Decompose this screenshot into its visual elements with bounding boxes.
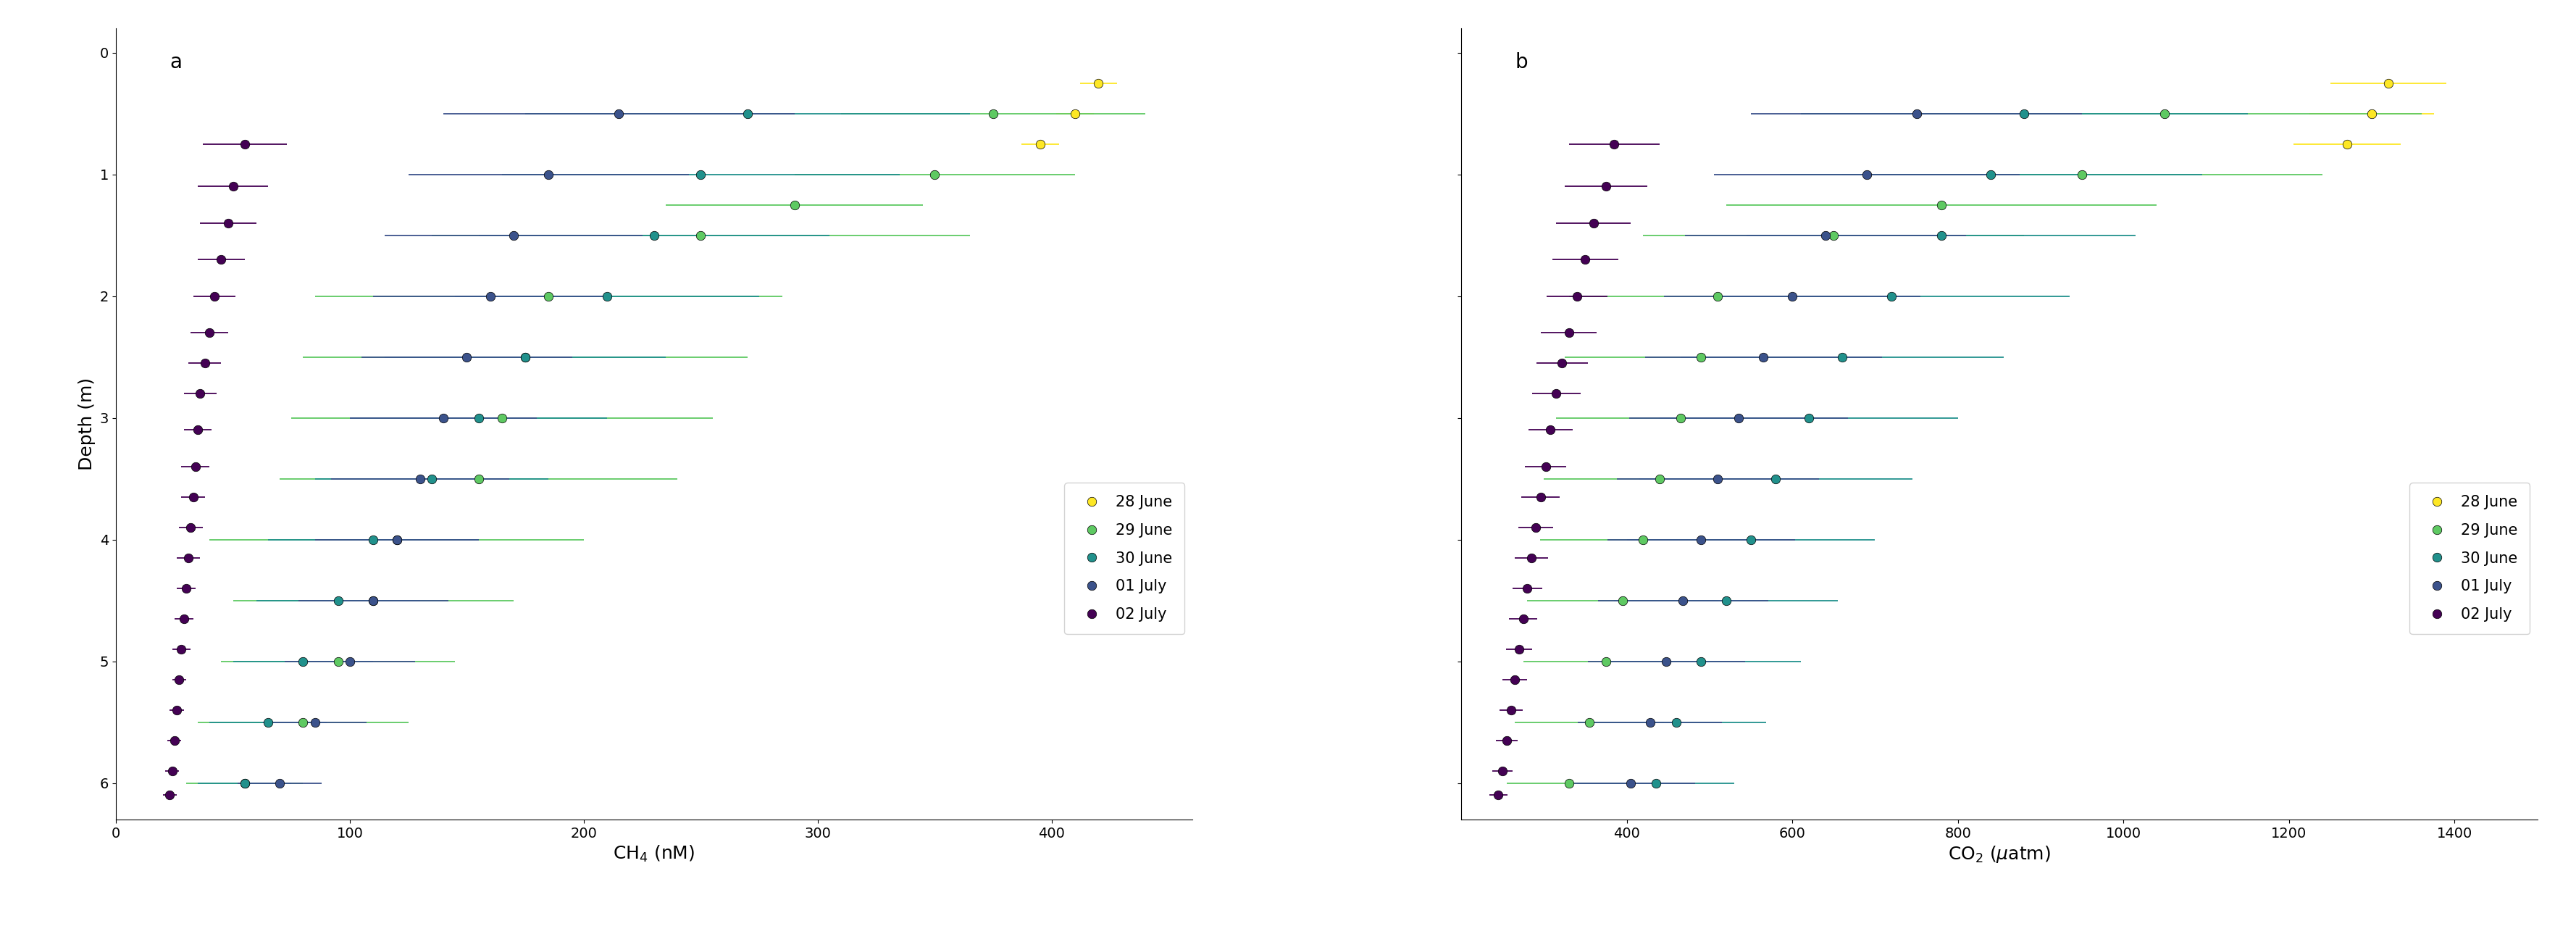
X-axis label: CO$_2$ ($\mu$atm): CO$_2$ ($\mu$atm) — [1947, 844, 2050, 865]
Text: a: a — [170, 52, 183, 73]
Legend: 28 June, 29 June, 30 June, 01 July, 02 July: 28 June, 29 June, 30 June, 01 July, 02 J… — [1064, 483, 1185, 634]
Text: b: b — [1515, 52, 1528, 73]
X-axis label: CH$_4$ (nM): CH$_4$ (nM) — [613, 844, 696, 864]
Legend: 28 June, 29 June, 30 June, 01 July, 02 July: 28 June, 29 June, 30 June, 01 July, 02 J… — [2409, 483, 2530, 634]
Y-axis label: Depth (m): Depth (m) — [77, 378, 95, 470]
